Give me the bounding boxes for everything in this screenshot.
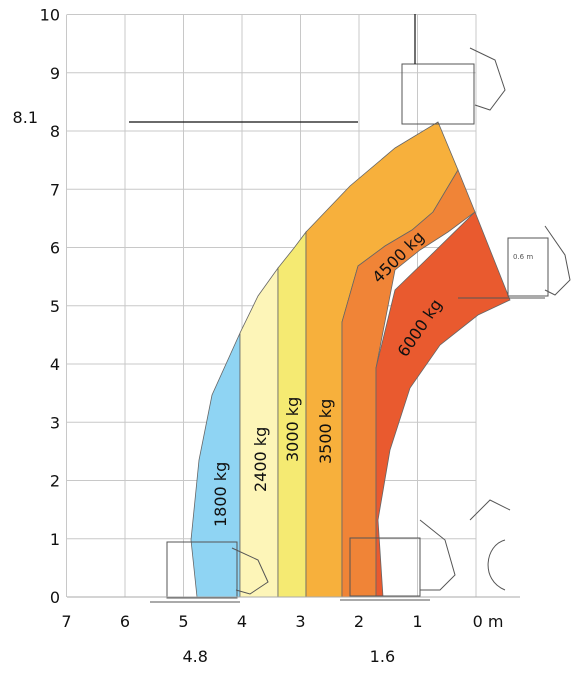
machine-outline: 0.6 m: [150, 47, 571, 603]
x-tick-label: 0 m: [473, 612, 504, 631]
x-tick-label: 5: [178, 612, 188, 631]
annotation-1-6: 1.6: [370, 647, 395, 666]
zone-label-3000kg: 3000 kg: [283, 397, 302, 462]
inset-label: 0.6 m: [513, 253, 533, 261]
y-tick-label: 5: [50, 297, 60, 316]
x-tick-label: 2: [354, 612, 364, 631]
fork-tines-mid: [458, 225, 571, 299]
tick-labels: 7 6 5 4 3 2 1 0 m 0 1 2 3 4 5 6 7 8 9 10: [40, 6, 504, 632]
zone-4500kg: [341, 169, 476, 598]
fork-tines-low-right: [340, 519, 456, 601]
zone-label-1800kg: 1800 kg: [211, 462, 230, 527]
x-tick-label: 4: [237, 612, 247, 631]
y-tick-label: 6: [50, 239, 60, 258]
fork-carriage-top: [401, 63, 475, 125]
y-tick-label: 8: [50, 122, 60, 141]
x-tick-label: 1: [412, 612, 422, 631]
y-tick-label: 10: [40, 6, 60, 25]
reference-lines: [67, 14, 520, 598]
y-tick-label: 4: [50, 355, 60, 374]
y-tick-label: 2: [50, 472, 60, 491]
zone-label-3500kg: 3500 kg: [316, 399, 335, 464]
x-tick-label: 6: [120, 612, 130, 631]
zones-layer: [190, 121, 511, 598]
y-tick-label: 7: [50, 180, 60, 199]
y-tick-label: 9: [50, 64, 60, 83]
zone-label-2400kg: 2400 kg: [251, 427, 270, 492]
fork-carriage-low-left: [166, 541, 238, 599]
y-tick-label: 0: [50, 588, 60, 607]
x-tick-label: 3: [295, 612, 305, 631]
y-tick-label: 1: [50, 530, 60, 549]
x-tick-label: 7: [61, 612, 71, 631]
annotation-labels: 8.1 4.8 1.6: [13, 108, 396, 666]
annotation-8-1: 8.1: [13, 108, 38, 127]
fork-carriage-mid: [507, 237, 549, 297]
zone-6000kg: [375, 211, 511, 598]
fork-tines-low-left: [150, 547, 269, 603]
annotation-4-8: 4.8: [182, 647, 207, 666]
fork-carriage-low-right: [349, 537, 421, 597]
tractor-wheel-outline: [469, 499, 511, 591]
y-tick-label: 3: [50, 413, 60, 432]
fork-tines-top: [469, 47, 506, 111]
